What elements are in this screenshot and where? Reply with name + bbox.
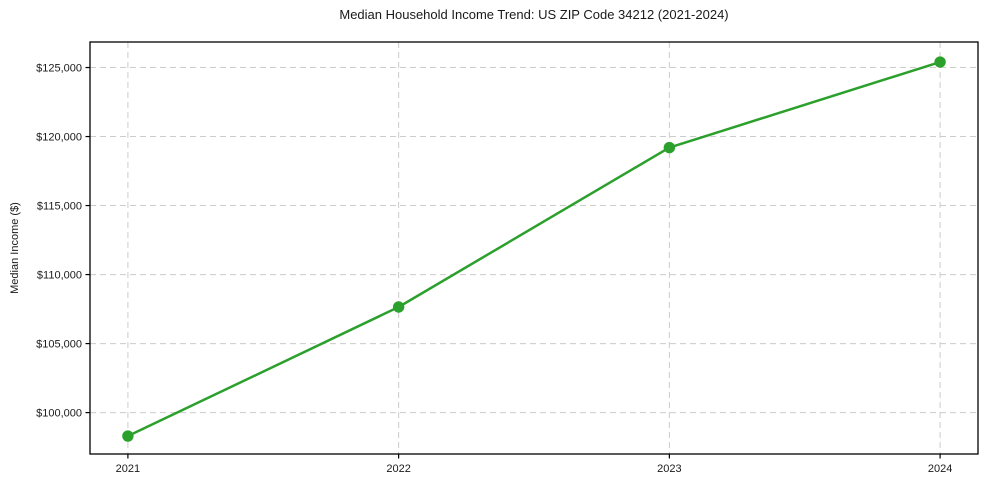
- trend-line: [126, 60, 942, 438]
- y-tick-label: $120,000: [36, 132, 82, 144]
- data-point: [934, 56, 946, 68]
- y-tick-label: $125,000: [36, 63, 82, 75]
- data-point: [392, 301, 405, 313]
- data-point: [122, 430, 134, 442]
- x-tick-label: 2021: [116, 463, 140, 475]
- y-tick-label: $115,000: [37, 201, 82, 213]
- x-tick-label: 2024: [928, 463, 952, 475]
- plot-border: [89, 41, 979, 455]
- chart-title: Median Household Income Trend: US ZIP Co…: [339, 7, 729, 22]
- y-tick-label: $100,000: [36, 408, 82, 420]
- y-tick-label: $105,000: [36, 339, 82, 351]
- y-axis-label: Median Income ($): [9, 202, 21, 294]
- x-tick-label: 2022: [386, 463, 410, 475]
- x-tick-label: 2023: [657, 463, 681, 475]
- y-tick-label: $110,000: [37, 270, 82, 282]
- data-point: [663, 141, 676, 154]
